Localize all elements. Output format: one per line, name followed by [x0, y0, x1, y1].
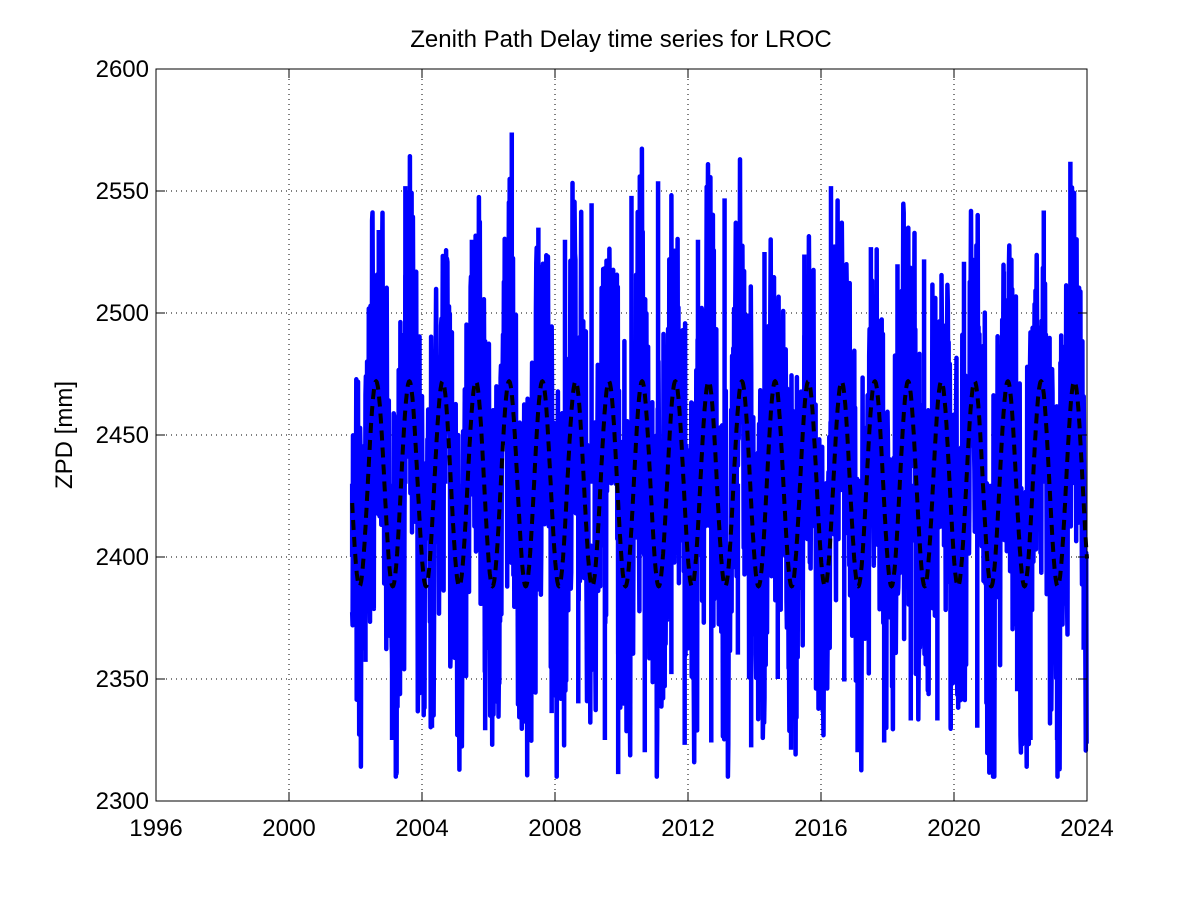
y-tick-label: 2550	[96, 178, 149, 205]
y-tick-label: 2300	[96, 788, 149, 815]
y-axis-label: ZPD [mm]	[51, 381, 78, 489]
chart-title: Zenith Path Delay time series for LROC	[410, 26, 832, 53]
series-group	[349, 132, 1089, 779]
x-tick-label: 1996	[129, 815, 182, 842]
x-tick-label: 2020	[927, 815, 980, 842]
y-tick-label: 2400	[96, 544, 149, 571]
zpd-observed-line	[349, 146, 1089, 779]
x-tick-label: 2008	[528, 815, 581, 842]
y-tick-label: 2450	[96, 422, 149, 449]
x-tick-label: 2000	[262, 815, 315, 842]
x-tick-label: 2012	[661, 815, 714, 842]
y-tick-label: 2500	[96, 300, 149, 327]
x-tick-label: 2004	[395, 815, 448, 842]
x-tick-label: 2016	[794, 815, 847, 842]
x-tick-label: 2024	[1060, 815, 1113, 842]
y-tick-label: 2600	[96, 56, 149, 83]
y-tick-label: 2350	[96, 666, 149, 693]
ticks-group: 1996 2000 2004 2008 2012 2016 2020 2024 2300 2350…	[96, 56, 1114, 842]
